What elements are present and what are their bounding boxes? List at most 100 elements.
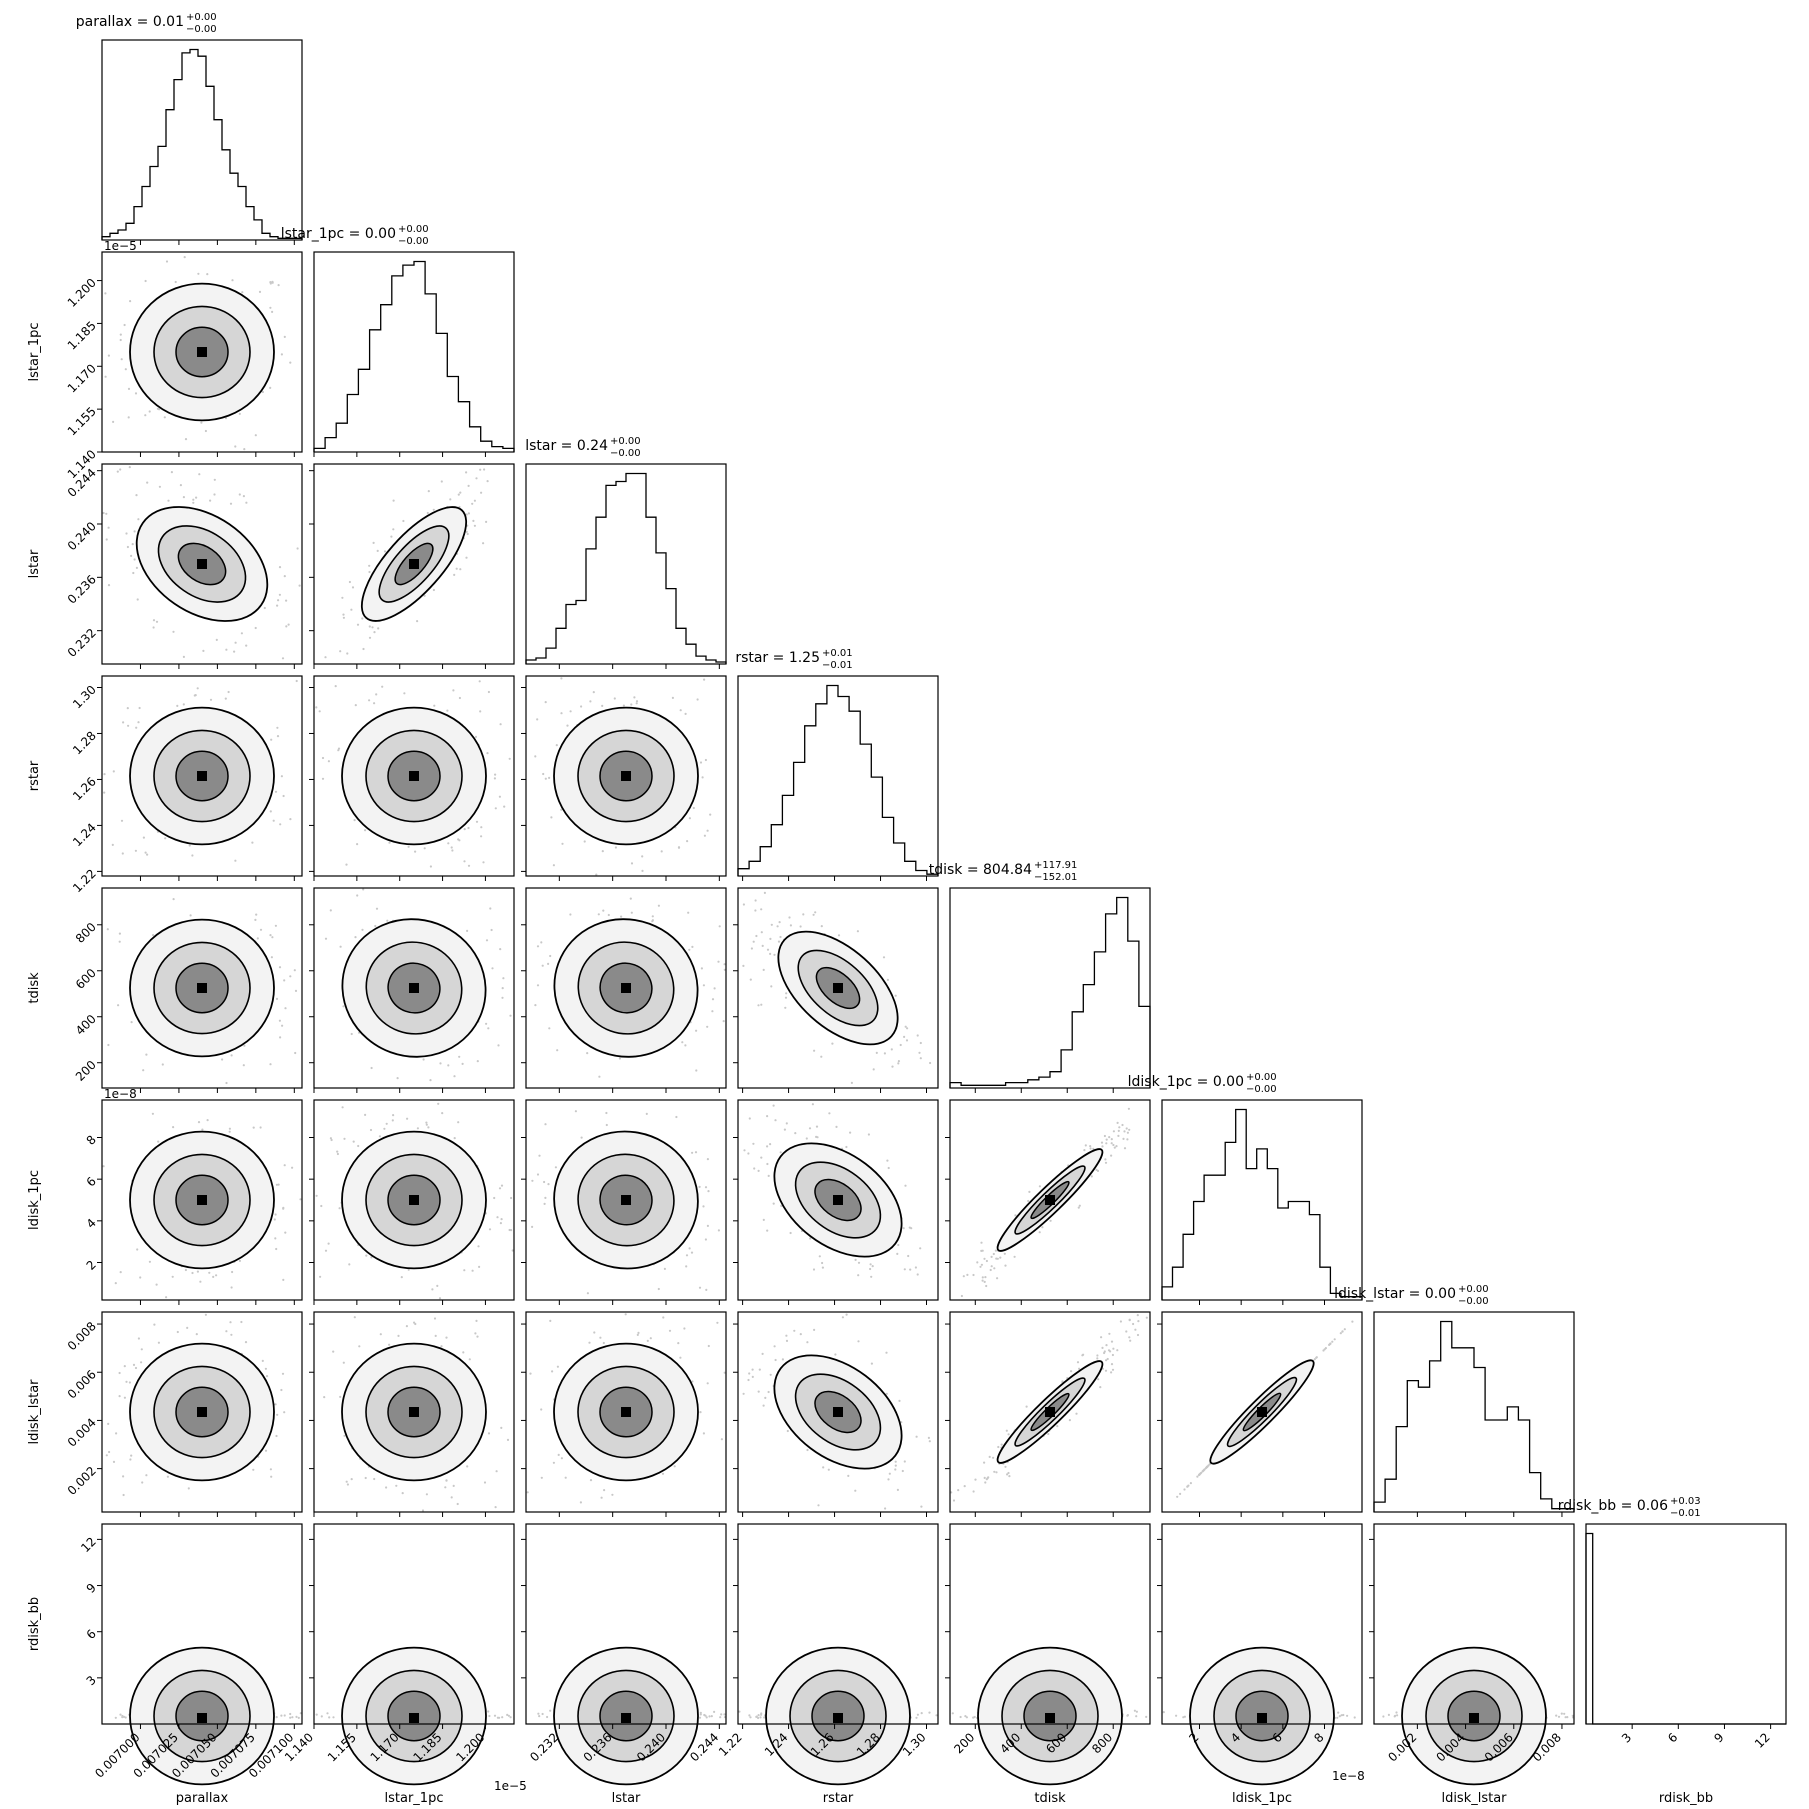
sample-point xyxy=(485,520,488,524)
sample-point xyxy=(857,1261,861,1264)
sample-point xyxy=(201,1128,204,1131)
density-peak xyxy=(833,1407,843,1417)
sample-point xyxy=(390,535,393,538)
sample-point xyxy=(980,1263,984,1266)
sample-point xyxy=(129,300,132,303)
sample-point xyxy=(229,1321,232,1324)
sample-point xyxy=(228,1127,231,1130)
sample-point xyxy=(122,1715,126,1718)
sample-point xyxy=(586,1052,589,1055)
sample-point xyxy=(760,1003,763,1006)
sample-point xyxy=(321,756,325,760)
sample-point xyxy=(350,1032,353,1036)
sample-point xyxy=(957,1489,960,1492)
sample-point xyxy=(827,1468,830,1471)
y-tick-label: 1.28 xyxy=(70,729,99,758)
sample-point xyxy=(544,701,547,704)
title-tdisk: tdisk = 804.84 xyxy=(929,862,1032,878)
panel-frame xyxy=(101,675,303,877)
sample-point xyxy=(477,1245,480,1248)
sample-point xyxy=(761,1352,764,1355)
sample-point xyxy=(130,1454,133,1457)
sample-point xyxy=(354,936,357,939)
sample-point xyxy=(784,996,788,999)
sample-point xyxy=(548,776,551,780)
sample-point xyxy=(915,1435,918,1438)
title-sub-rstar: −0.01 xyxy=(822,660,853,671)
sample-point xyxy=(897,1243,900,1247)
sample-point xyxy=(1110,1154,1113,1157)
sample-point xyxy=(451,849,454,852)
panel-frame xyxy=(525,675,727,877)
sample-point xyxy=(213,478,216,481)
sample-point xyxy=(474,1332,477,1335)
sample-point xyxy=(1096,1354,1099,1357)
sample-point xyxy=(106,928,109,931)
sample-point xyxy=(134,392,138,395)
sample-point xyxy=(906,1027,909,1030)
sample-point xyxy=(324,1249,328,1252)
sample-point xyxy=(635,700,639,703)
sample-point xyxy=(769,1143,772,1146)
sample-point xyxy=(224,697,227,700)
sample-point xyxy=(429,1079,432,1082)
density-peak xyxy=(833,1713,843,1723)
sample-point xyxy=(1339,1332,1342,1335)
sample-point xyxy=(137,518,140,521)
sample-point xyxy=(543,1202,546,1205)
sample-point xyxy=(561,842,564,845)
sample-point xyxy=(909,1268,912,1271)
sample-point xyxy=(1109,1350,1112,1353)
sample-point xyxy=(992,1456,995,1459)
sample-point xyxy=(254,918,257,922)
sample-point xyxy=(348,580,351,584)
sample-point xyxy=(319,1275,322,1278)
sample-point xyxy=(681,1041,684,1044)
sample-point xyxy=(251,841,254,844)
sample-point xyxy=(887,1166,890,1170)
sample-point xyxy=(508,757,511,760)
sample-point xyxy=(774,1119,777,1122)
sample-point xyxy=(702,1205,705,1208)
sample-point xyxy=(206,273,209,276)
y-tick-label: 1.30 xyxy=(70,683,99,712)
sample-point xyxy=(690,1251,694,1254)
sample-point xyxy=(762,1404,765,1407)
sample-point xyxy=(766,1162,769,1166)
panel-rstar-rstar: rstar = 1.25 +0.01−0.01 xyxy=(735,648,939,881)
sample-point xyxy=(277,1183,280,1186)
sample-point xyxy=(972,1490,975,1493)
sample-point xyxy=(1189,1482,1192,1485)
sample-point xyxy=(891,1065,894,1068)
sample-point xyxy=(1100,1336,1103,1339)
sample-point xyxy=(354,704,357,707)
y-tick-label: 4 xyxy=(84,1216,99,1231)
sample-point xyxy=(157,1341,160,1344)
sample-point xyxy=(1122,1137,1125,1140)
sample-point xyxy=(368,625,371,628)
sample-point xyxy=(323,1396,326,1399)
sample-point xyxy=(467,512,470,515)
sample-point xyxy=(276,1413,279,1416)
sample-point xyxy=(357,1144,360,1148)
sample-point xyxy=(119,1271,122,1274)
sample-point xyxy=(102,511,105,515)
sample-point xyxy=(279,823,282,826)
panel-lstar_1pc-tdisk xyxy=(309,887,515,1093)
sample-point xyxy=(261,390,264,394)
sample-point xyxy=(766,948,770,951)
panel-lstar-ldisk_1pc xyxy=(521,1099,727,1305)
sample-point xyxy=(271,936,274,939)
sample-point xyxy=(198,473,201,476)
sample-point xyxy=(1128,1336,1131,1339)
sample-point xyxy=(324,656,327,659)
sample-point xyxy=(1081,1354,1084,1357)
panel-ldisk_1pc-ldisk_lstar xyxy=(1157,1311,1363,1517)
sample-point xyxy=(511,1249,514,1252)
density-peak xyxy=(409,771,419,781)
sample-point xyxy=(261,1359,264,1362)
sample-point xyxy=(713,1710,716,1713)
density-peak xyxy=(197,1195,207,1205)
sample-point xyxy=(478,680,481,683)
